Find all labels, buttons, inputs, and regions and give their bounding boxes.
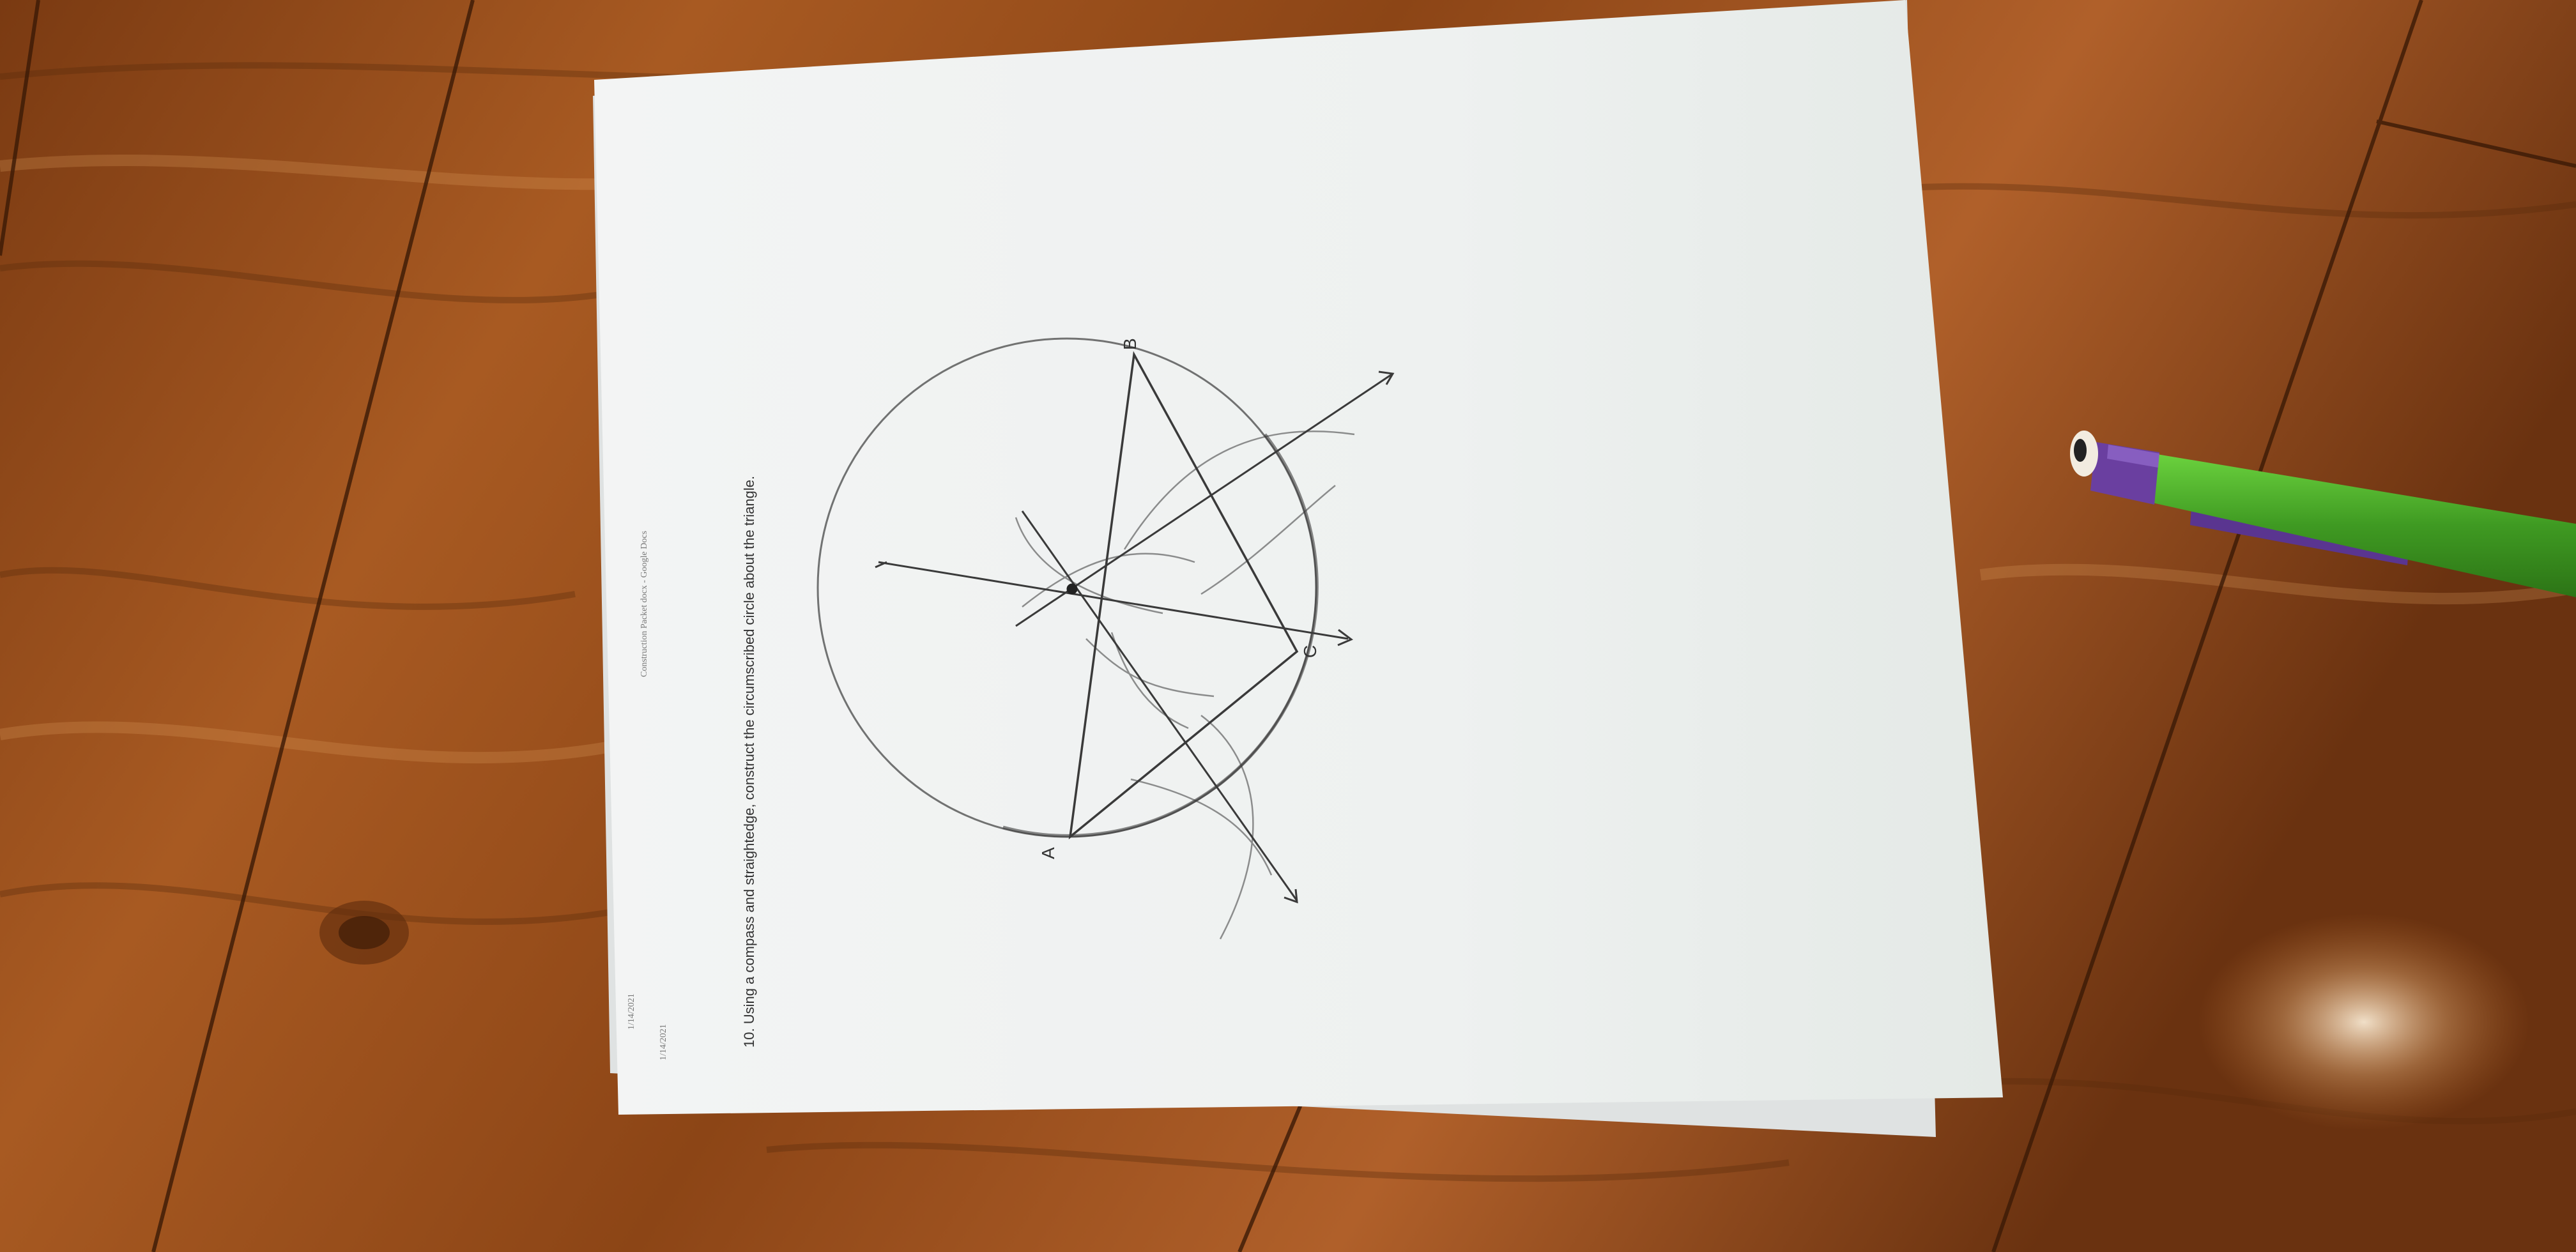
vertex-label-b: B [1120,338,1140,350]
vertex-label-a: A [1038,847,1058,859]
vertex-label-c: C [1300,645,1320,658]
circumcenter-point [1066,583,1078,595]
paper-stack [593,0,2003,1137]
printed-header: 1/14/2021 1/14/2021 Construction Packet … [627,531,668,1060]
bisector-ab [1015,372,1393,627]
mechanical-pencil [2070,431,2576,597]
header-date-front: 1/14/2021 [659,1024,668,1060]
floor-glare [2198,913,2530,1131]
problem-text: 10. Using a compass and straightedge, co… [741,476,757,1048]
header-title: Construction Packet docx - Google Docs [640,531,649,677]
pencil-barrel [2147,454,2576,597]
construction-drawing [816,337,1395,940]
front-sheet [594,0,2003,1115]
header-date-back: 1/14/2021 [627,993,636,1030]
